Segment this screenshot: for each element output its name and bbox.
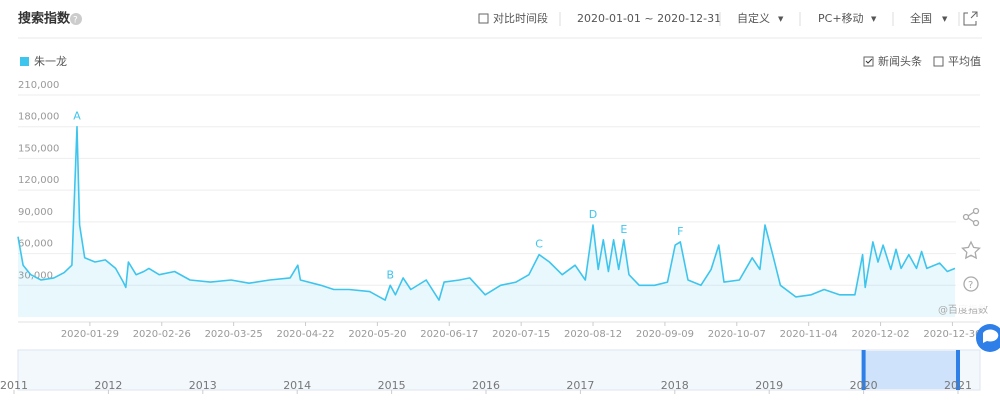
date-range[interactable]: 2020-01-01 ~ 2020-12-31 bbox=[577, 12, 721, 25]
news-option[interactable]: 新闻头条 bbox=[878, 54, 922, 68]
annotation: C bbox=[535, 238, 543, 251]
y-tick-label: 150,000 bbox=[18, 143, 59, 154]
legend-swatch bbox=[20, 57, 29, 66]
y-tick-label: 60,000 bbox=[18, 239, 53, 250]
annotation: E bbox=[620, 223, 627, 236]
overview-tick-label: 2021 bbox=[944, 379, 972, 392]
x-tick-label: 2020-06-17 bbox=[420, 329, 478, 340]
plot: 30,000 60,000 90,000 120,000 150,000 180,000 2… bbox=[17, 80, 981, 340]
annotation: B bbox=[386, 268, 394, 281]
selection-handle bbox=[861, 350, 866, 390]
overview-tick-label: 2018 bbox=[661, 379, 689, 392]
caret: ▼ bbox=[942, 15, 948, 23]
overview-tick-label: 2012 bbox=[94, 379, 122, 392]
x-tick-label: 2020-01-29 bbox=[61, 329, 119, 340]
check bbox=[865, 58, 873, 64]
overview bbox=[17, 349, 981, 391]
help-q: ? bbox=[73, 16, 78, 26]
x-tick-label: 2020-03-25 bbox=[205, 329, 263, 340]
y-tick-label: 90,000 bbox=[18, 207, 53, 218]
checkbox[interactable] bbox=[933, 56, 944, 67]
y-tick-label: 180,000 bbox=[18, 112, 59, 123]
x-tick-label: 2020-02-26 bbox=[133, 329, 191, 340]
x-tick-label: 2020-07-15 bbox=[492, 329, 550, 340]
export-icon[interactable] bbox=[963, 11, 978, 26]
caret: ▼ bbox=[778, 15, 784, 23]
overview-tick-label: 2015 bbox=[378, 379, 406, 392]
help-icon[interactable] bbox=[70, 13, 82, 25]
overview-tick-label: 2011 bbox=[0, 379, 28, 392]
selection-handle bbox=[956, 350, 960, 390]
overview-tick-label: 2019 bbox=[755, 379, 783, 392]
overview-tick-label: 2020 bbox=[850, 379, 878, 392]
overview-tick-label: 2016 bbox=[472, 379, 500, 392]
annotation: F bbox=[677, 225, 683, 238]
average-option[interactable]: 平均值 bbox=[948, 55, 981, 68]
x-tick-label: 2020-11-04 bbox=[780, 329, 838, 340]
annotation: A bbox=[73, 110, 81, 123]
overview-tick-label: 2017 bbox=[566, 379, 594, 392]
x-tick-label: 2020-05-20 bbox=[348, 329, 406, 340]
area bbox=[18, 126, 955, 317]
toolbar bbox=[956, 198, 986, 308]
custom[interactable]: 自定义 bbox=[737, 11, 770, 25]
selection bbox=[863, 351, 958, 389]
toolbar-icons bbox=[961, 207, 981, 292]
checkbox[interactable] bbox=[863, 56, 874, 67]
x-tick-label: 2020-09-09 bbox=[636, 329, 694, 340]
x-tick-label: 2020-10-07 bbox=[708, 329, 766, 340]
x-tick-label: 2020-12-02 bbox=[851, 329, 909, 340]
checkbox[interactable] bbox=[478, 13, 489, 24]
compare[interactable]: 对比时间段 bbox=[493, 11, 548, 25]
overview-axis: 2011 2012 2013 2014 2015 2016 2017 2018 2019 2020… bbox=[0, 350, 972, 394]
x-tick-label: 2020-12-30 bbox=[923, 329, 981, 340]
title: 搜索指数 bbox=[18, 11, 71, 27]
line bbox=[17, 125, 956, 301]
y-tick-label: 30,000 bbox=[18, 270, 53, 281]
caret: ▼ bbox=[871, 15, 877, 23]
x-tick-label: 2020-08-12 bbox=[564, 329, 622, 340]
overview-tick-label: 2014 bbox=[283, 379, 311, 392]
device[interactable]: PC+移动 bbox=[818, 12, 864, 25]
overview-tick-label: 2013 bbox=[189, 379, 217, 392]
y-tick-label: 120,000 bbox=[18, 175, 59, 186]
legend-label[interactable]: 朱一龙 bbox=[34, 55, 67, 68]
chat-icon bbox=[983, 329, 999, 343]
x-tick-label: 2020-04-22 bbox=[276, 329, 334, 340]
annotation: D bbox=[589, 208, 597, 221]
y-tick-label: 210,000 bbox=[18, 80, 59, 91]
help-icon[interactable]: ? bbox=[968, 280, 973, 291]
region[interactable]: 全国 bbox=[910, 11, 932, 25]
